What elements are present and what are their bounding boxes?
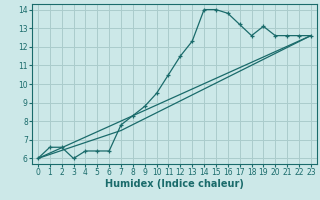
X-axis label: Humidex (Indice chaleur): Humidex (Indice chaleur) xyxy=(105,179,244,189)
